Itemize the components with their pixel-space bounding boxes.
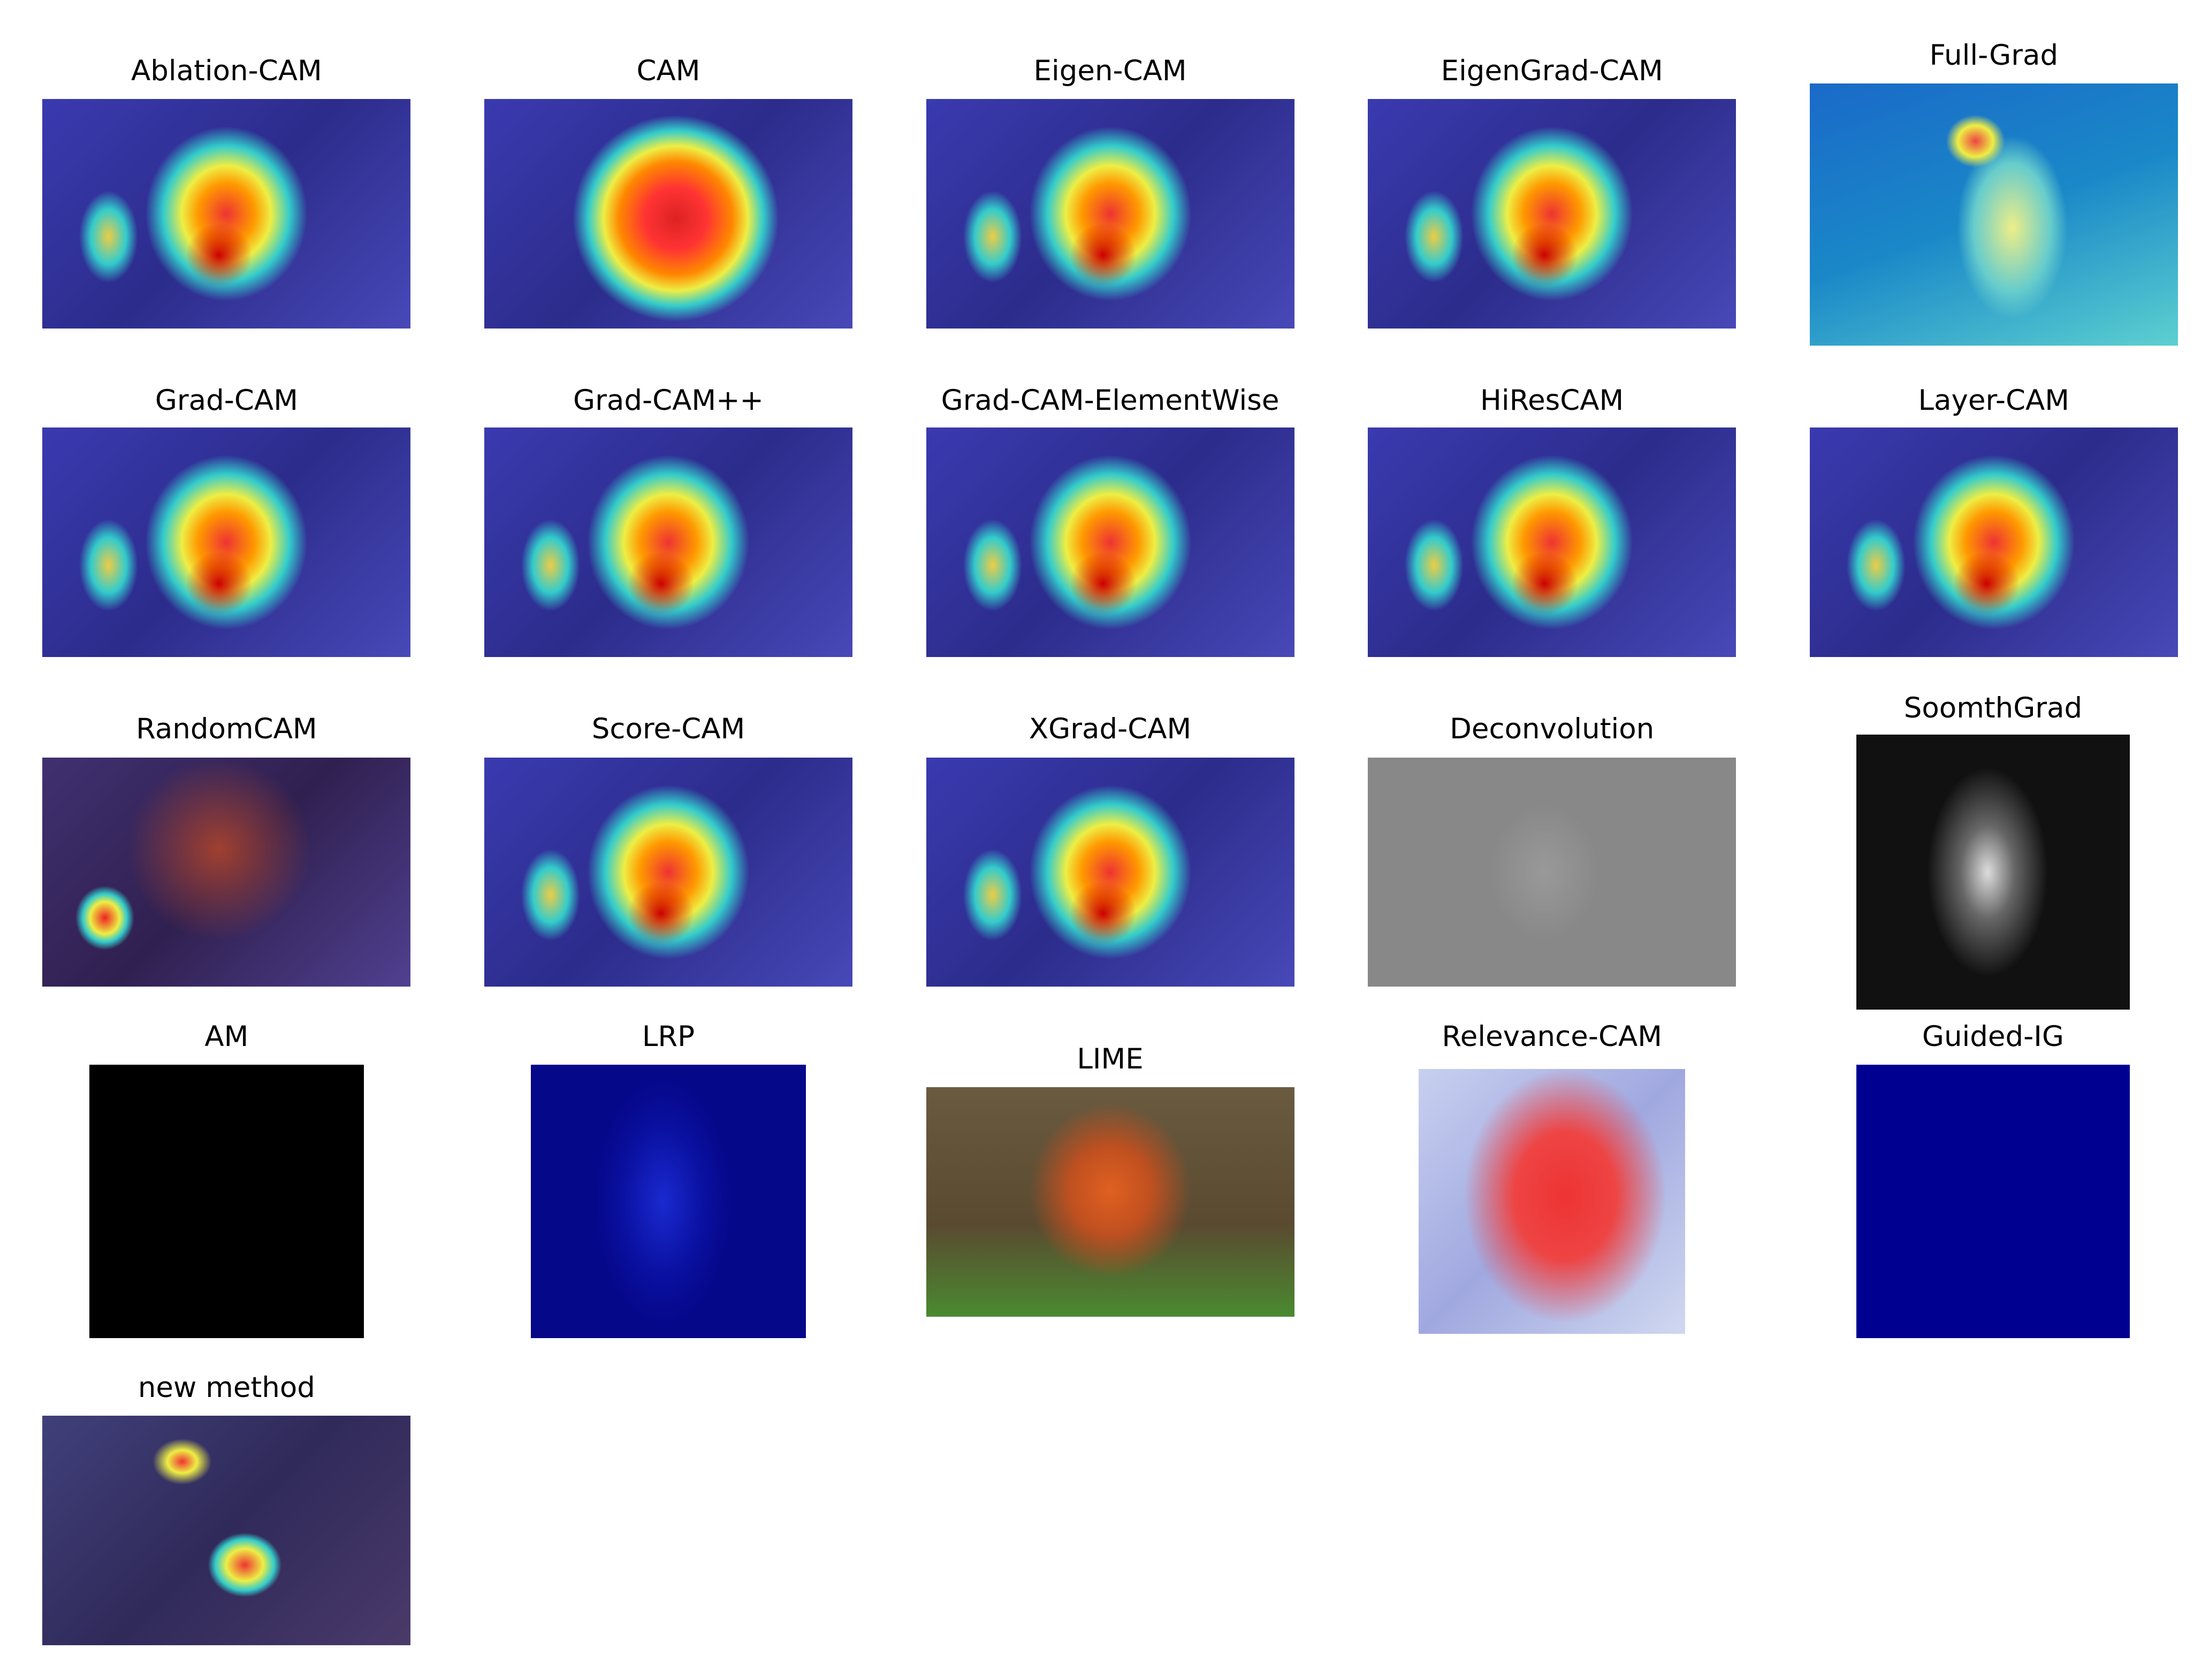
panel-title: Ablation-CAM (131, 54, 322, 87)
saliency-map (1809, 427, 2178, 657)
panel-title: Grad-CAM++ (573, 384, 764, 417)
saliency-map (926, 427, 1294, 657)
panel-title: RandomCAM (136, 713, 317, 746)
panel-title: Grad-CAM (155, 384, 298, 417)
panel-title: CAM (636, 54, 700, 87)
saliency-map (484, 427, 852, 657)
panel-title: Deconvolution (1450, 713, 1655, 746)
saliency-map (42, 99, 411, 329)
saliency-map (1809, 83, 2178, 346)
panel-title: LRP (642, 1020, 695, 1053)
panel-title: SoomthGrad (1903, 691, 2083, 724)
saliency-map (1856, 735, 2130, 1010)
saliency-map (89, 1064, 364, 1338)
saliency-map (1368, 427, 1736, 657)
panel-title: LIME (1077, 1042, 1144, 1075)
saliency-map (1368, 99, 1736, 329)
panel-title: Grad-CAM-ElementWise (941, 384, 1279, 417)
panel-title: Eigen-CAM (1033, 54, 1187, 87)
saliency-map (484, 757, 852, 987)
saliency-map (1368, 757, 1736, 987)
panel-title: AM (204, 1020, 249, 1053)
panel-title: new method (138, 1371, 315, 1404)
saliency-map (42, 427, 411, 657)
saliency-map (926, 99, 1294, 329)
panel-title: Score-CAM (591, 713, 745, 746)
saliency-map (1856, 1064, 2130, 1338)
saliency-map (42, 1416, 411, 1645)
saliency-map (531, 1064, 806, 1338)
panel-title: XGrad-CAM (1029, 713, 1192, 746)
saliency-map (484, 99, 852, 329)
panel-title: Layer-CAM (1918, 384, 2070, 417)
panel-title: Relevance-CAM (1442, 1020, 1663, 1053)
saliency-map (42, 757, 411, 987)
panel-title: HiResCAM (1480, 384, 1624, 417)
panel-title: EigenGrad-CAM (1441, 54, 1663, 87)
panel-title: Guided-IG (1922, 1020, 2065, 1053)
panel-title: Full-Grad (1929, 39, 2059, 72)
saliency-map (1419, 1068, 1685, 1334)
saliency-map (926, 1087, 1294, 1317)
saliency-map (926, 757, 1294, 987)
